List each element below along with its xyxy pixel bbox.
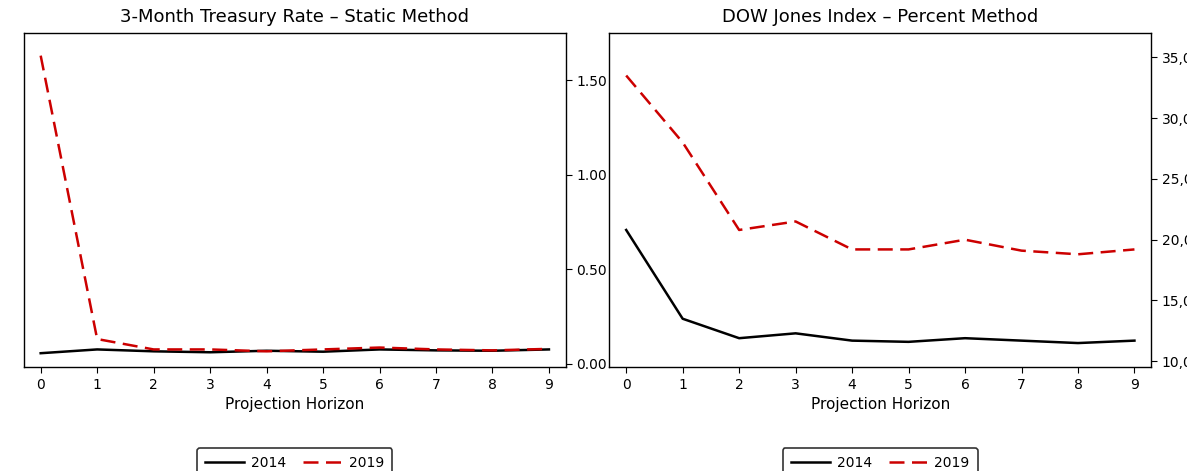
2014 — [675, 316, 690, 322]
2019 — [260, 349, 274, 354]
2019 — [316, 347, 330, 352]
2014 — [901, 339, 915, 345]
2019 — [958, 237, 972, 243]
2014 — [429, 348, 443, 353]
2019 — [732, 227, 747, 233]
2014 — [1015, 338, 1029, 343]
Title: 3-Month Treasury Rate – Static Method: 3-Month Treasury Rate – Static Method — [120, 8, 469, 26]
2019 — [788, 219, 802, 224]
2019 — [90, 336, 104, 342]
2014 — [203, 349, 217, 355]
2019 — [429, 347, 443, 352]
2014 — [90, 347, 104, 352]
Title: DOW Jones Index – Percent Method: DOW Jones Index – Percent Method — [722, 8, 1039, 26]
2014 — [732, 335, 747, 341]
2014 — [1128, 338, 1142, 343]
2019 — [485, 348, 500, 353]
2014 — [541, 347, 556, 352]
X-axis label: Projection Horizon: Projection Horizon — [226, 398, 364, 412]
2019 — [33, 53, 47, 58]
2019 — [620, 73, 634, 78]
2019 — [203, 347, 217, 352]
2014 — [316, 349, 330, 355]
2014 — [373, 347, 387, 352]
2014 — [1071, 340, 1085, 346]
2019 — [901, 247, 915, 252]
Line: 2019: 2019 — [627, 75, 1135, 254]
Legend: 2014, 2019: 2014, 2019 — [197, 448, 393, 471]
Line: 2014: 2014 — [627, 230, 1135, 343]
Line: 2014: 2014 — [40, 349, 548, 353]
2019 — [845, 247, 859, 252]
2014 — [845, 338, 859, 343]
2019 — [373, 345, 387, 350]
2019 — [541, 346, 556, 352]
X-axis label: Projection Horizon: Projection Horizon — [811, 398, 950, 412]
2019 — [146, 347, 160, 352]
2014 — [33, 350, 47, 356]
2014 — [620, 227, 634, 233]
2019 — [1015, 248, 1029, 253]
2019 — [1071, 252, 1085, 257]
2014 — [146, 349, 160, 354]
2014 — [958, 335, 972, 341]
2014 — [485, 348, 500, 354]
2014 — [788, 331, 802, 336]
2019 — [1128, 247, 1142, 252]
2019 — [675, 139, 690, 145]
2014 — [260, 348, 274, 354]
Legend: 2014, 2019: 2014, 2019 — [782, 448, 978, 471]
Line: 2019: 2019 — [40, 56, 548, 351]
